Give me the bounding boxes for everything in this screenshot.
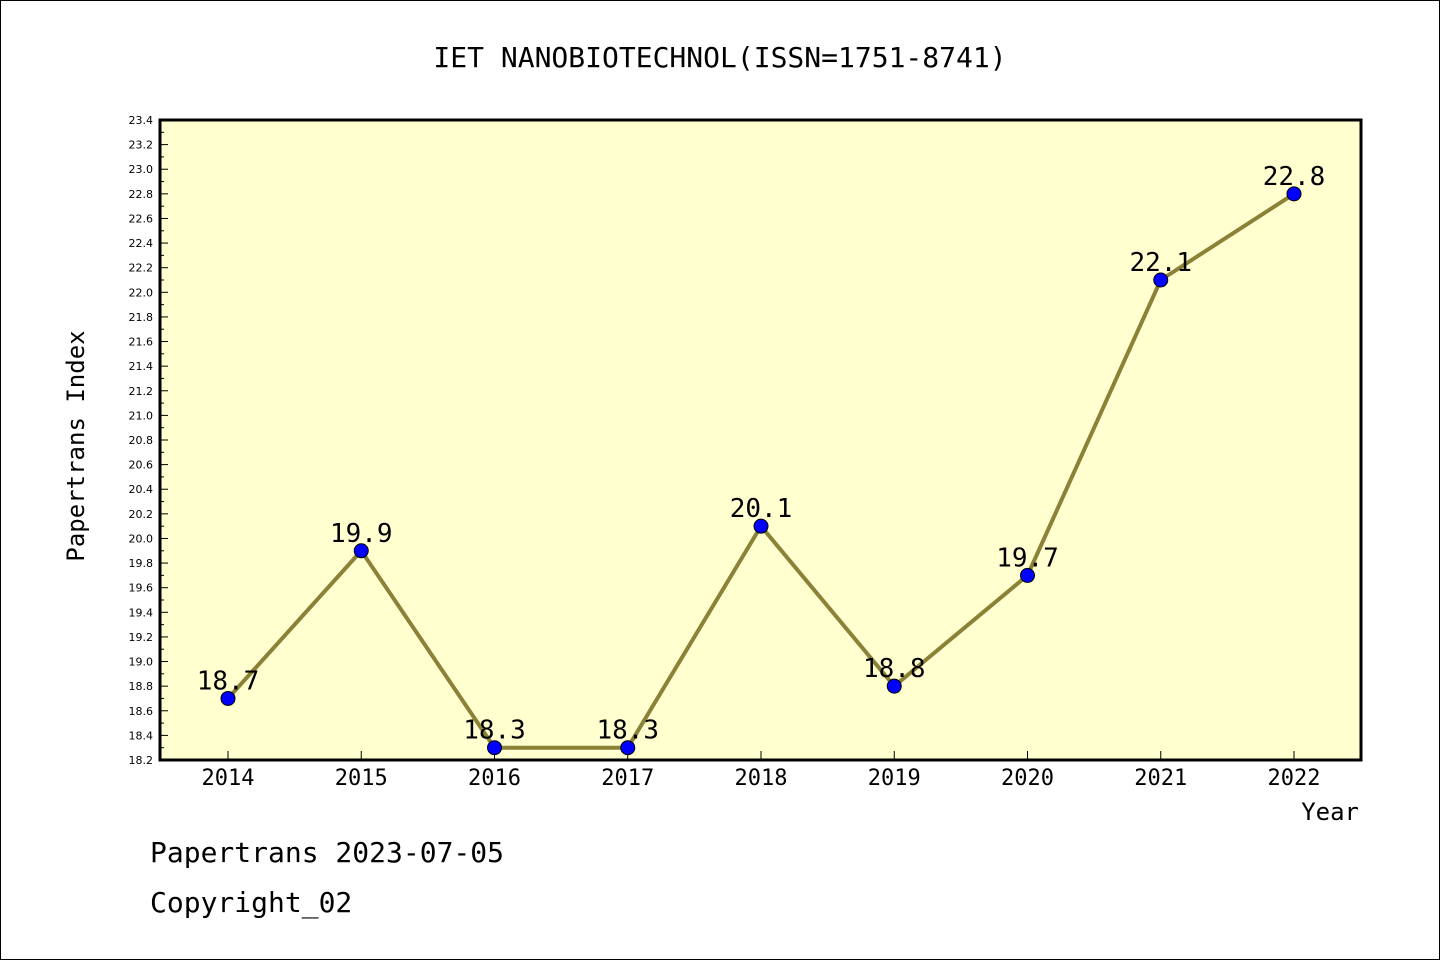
data-label: 19.7: [996, 543, 1059, 573]
x-axis-label: Year: [1301, 798, 1359, 826]
x-tick-label: 2020: [1001, 766, 1054, 791]
footer-copyright: Copyright_02: [150, 886, 353, 919]
data-label: 22.1: [1129, 248, 1192, 278]
y-tick-label: 21.4: [129, 360, 154, 373]
y-tick-label: 18.4: [129, 729, 154, 742]
x-tick-label: 2014: [202, 766, 255, 791]
data-point: [1020, 567, 1035, 583]
data-points: [220, 186, 1302, 756]
y-tick-label: 19.2: [129, 631, 154, 644]
data-label: 18.3: [596, 716, 659, 746]
y-tick-label: 23.4: [129, 114, 154, 127]
x-tick-label: 2015: [335, 766, 388, 791]
y-tick-label: 21.0: [129, 409, 154, 422]
y-tick-label: 19.6: [129, 582, 154, 595]
y-tick-label: 21.8: [129, 311, 154, 324]
data-point: [620, 740, 636, 756]
x-tick-label: 2016: [468, 766, 521, 791]
x-axis: 2014 2015 2016 2017 2018 2019 2020 2021 2022: [202, 751, 1321, 791]
x-tick-label: 2019: [868, 766, 921, 791]
y-tick-label: 21.2: [129, 385, 154, 398]
x-tick-label: 2018: [735, 766, 788, 791]
data-point: [753, 518, 769, 534]
data-label: 20.1: [730, 494, 793, 524]
y-tick-label: 20.0: [129, 532, 154, 545]
footer-date: Papertrans 2023-07-05: [150, 836, 505, 869]
y-tick-label: 20.4: [129, 483, 154, 496]
y-axis: 18.2 18.4 18.6 18.8 19.0 19.2 19.4 19.6 19.8 20.0…: [129, 114, 168, 767]
data-label: 22.8: [1263, 162, 1326, 192]
data-label: 18.7: [197, 666, 260, 696]
y-tick-label: 22.8: [129, 188, 154, 201]
plot-border: [158, 118, 1363, 762]
data-point: [353, 543, 369, 559]
y-tick-label: 20.2: [129, 508, 154, 521]
data-point: [886, 678, 902, 694]
y-tick-label: 22.6: [129, 212, 154, 225]
y-tick-label: 23.0: [129, 163, 154, 176]
y-tick-label: 19.8: [129, 557, 154, 570]
data-point: [220, 690, 236, 706]
y-tick-label: 18.8: [129, 680, 154, 693]
chart-title: IET NANOBIOTECHNOL(ISSN=1751-8741): [433, 41, 1006, 74]
y-tick-label: 23.2: [129, 139, 154, 152]
x-tick-label: 2022: [1268, 766, 1321, 791]
y-tick-label: 22.0: [129, 286, 154, 299]
y-tick-label: 22.2: [129, 262, 154, 275]
plot-area: [160, 120, 1361, 760]
x-tick-label: 2017: [601, 766, 654, 791]
y-tick-label: 18.2: [129, 754, 154, 767]
y-tick-label: 22.4: [129, 237, 154, 250]
y-tick-label: 20.8: [129, 434, 154, 447]
data-label: 18.8: [863, 654, 926, 684]
data-point: [1286, 186, 1302, 202]
data-labels: 18.7 19.9 18.3 18.3 20.1 18.8 19.7 22.1 22.8: [197, 162, 1326, 746]
data-point: [487, 740, 502, 756]
data-label: 19.9: [330, 519, 393, 549]
data-point: [1153, 272, 1169, 288]
y-tick-label: 19.4: [129, 606, 154, 619]
x-tick-label: 2021: [1134, 766, 1187, 791]
data-label: 18.3: [463, 716, 526, 746]
y-tick-label: 21.6: [129, 336, 154, 349]
y-tick-label: 18.6: [129, 705, 154, 718]
y-tick-label: 19.0: [129, 656, 154, 669]
y-tick-label: 20.6: [129, 459, 154, 472]
y-axis-label: Papertrans Index: [62, 330, 90, 561]
